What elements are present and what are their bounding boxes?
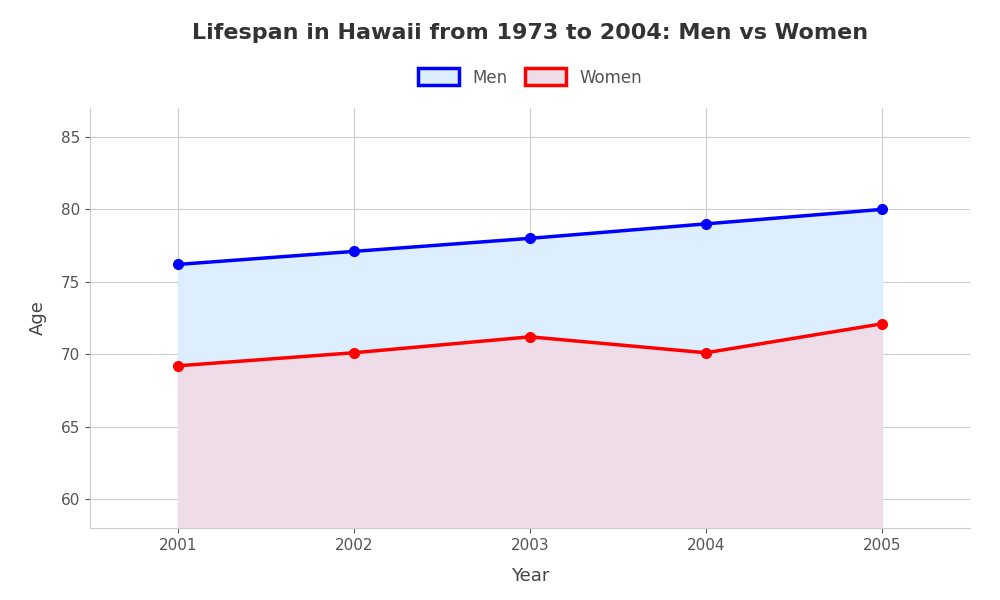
Y-axis label: Age: Age [29, 301, 47, 335]
Legend: Men, Women: Men, Women [411, 62, 649, 93]
Title: Lifespan in Hawaii from 1973 to 2004: Men vs Women: Lifespan in Hawaii from 1973 to 2004: Me… [192, 23, 868, 43]
X-axis label: Year: Year [511, 566, 549, 584]
